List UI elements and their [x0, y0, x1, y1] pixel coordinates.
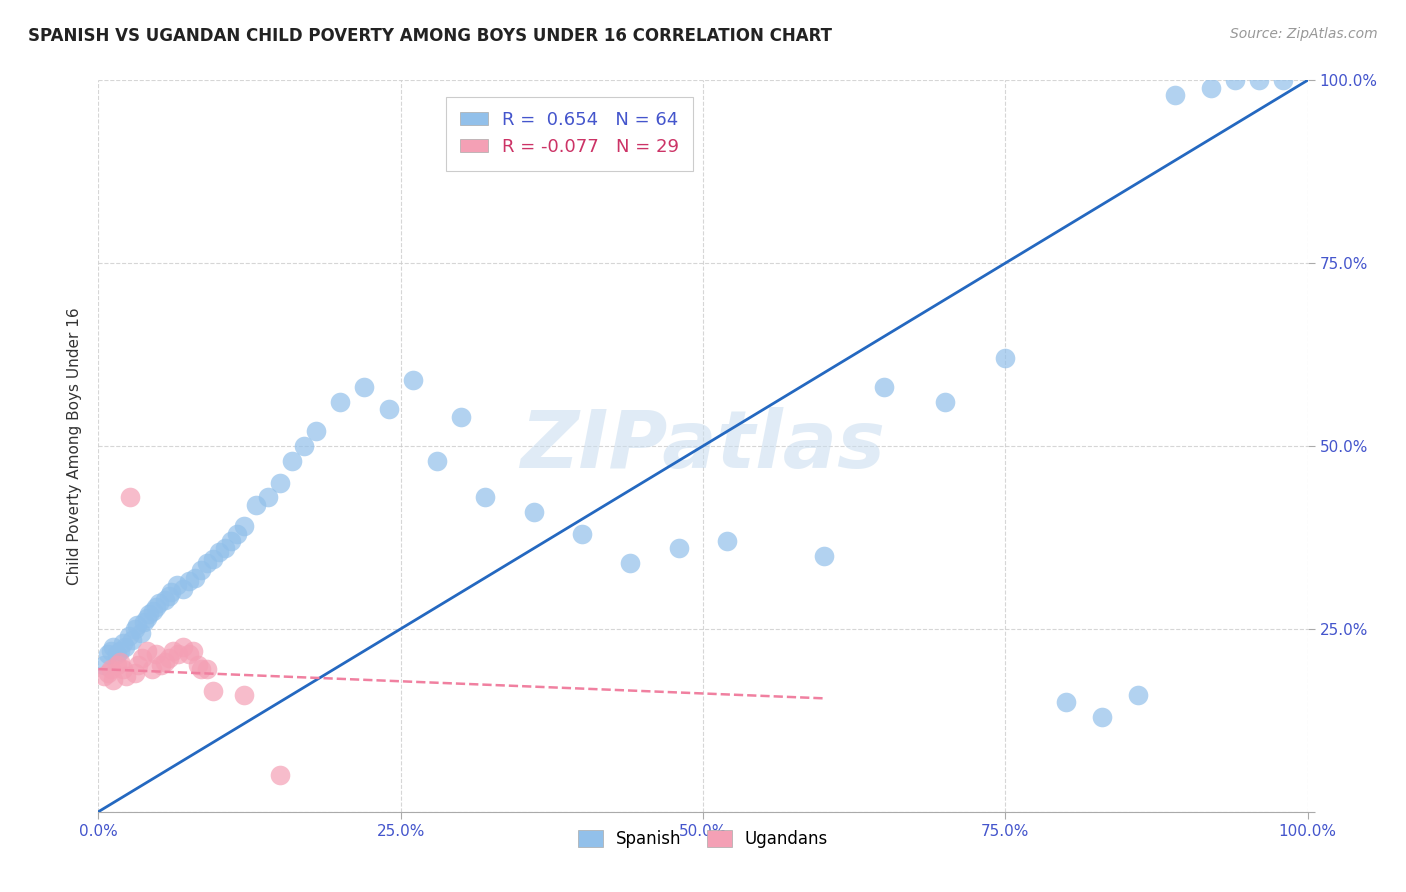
Point: [111, 636, 134, 650]
Point: [108, 644, 131, 658]
Point: [190, 563, 212, 577]
Point: [813, 549, 835, 563]
Point: [1163, 87, 1185, 102]
Y-axis label: Child Poverty Among Boys Under 16: Child Poverty Among Boys Under 16: [67, 307, 83, 585]
Point: [353, 380, 375, 394]
Point: [208, 545, 231, 559]
Point: [1128, 688, 1150, 702]
Point: [214, 541, 236, 556]
Point: [127, 658, 149, 673]
Point: [153, 592, 176, 607]
Point: [100, 662, 122, 676]
Point: [101, 640, 124, 655]
Point: [994, 351, 1017, 366]
Point: [256, 490, 278, 504]
Legend: Spanish, Ugandans: Spanish, Ugandans: [571, 823, 835, 855]
Point: [141, 662, 163, 676]
Point: [160, 585, 183, 599]
Point: [716, 534, 738, 549]
Text: SPANISH VS UGANDAN CHILD POVERTY AMONG BOYS UNDER 16 CORRELATION CHART: SPANISH VS UGANDAN CHILD POVERTY AMONG B…: [28, 27, 832, 45]
Point: [131, 651, 153, 665]
Point: [108, 655, 131, 669]
Point: [129, 625, 152, 640]
Point: [114, 640, 136, 655]
Point: [166, 578, 188, 592]
Point: [305, 425, 328, 439]
Point: [100, 644, 122, 658]
Point: [105, 658, 128, 673]
Point: [195, 662, 218, 676]
Text: Source: ZipAtlas.com: Source: ZipAtlas.com: [1230, 27, 1378, 41]
Point: [167, 648, 190, 662]
Point: [329, 395, 352, 409]
Point: [101, 673, 124, 687]
Point: [138, 607, 160, 622]
Point: [221, 534, 243, 549]
Point: [142, 603, 165, 617]
Point: [232, 519, 254, 533]
Point: [226, 526, 249, 541]
Point: [474, 490, 496, 504]
Point: [153, 655, 176, 669]
Point: [181, 644, 204, 658]
Point: [450, 409, 472, 424]
Point: [1199, 80, 1222, 95]
Point: [402, 373, 425, 387]
Point: [179, 648, 201, 662]
Point: [269, 768, 291, 782]
Point: [172, 582, 194, 596]
Point: [118, 490, 141, 504]
Point: [269, 475, 291, 490]
Point: [281, 453, 304, 467]
Point: [162, 644, 184, 658]
Point: [668, 541, 690, 556]
Point: [97, 648, 120, 662]
Point: [426, 453, 449, 467]
Point: [111, 662, 134, 676]
Point: [245, 498, 267, 512]
Point: [124, 622, 146, 636]
Point: [377, 402, 399, 417]
Point: [157, 651, 180, 665]
Point: [115, 669, 138, 683]
Point: [1272, 73, 1295, 87]
Point: [873, 380, 896, 394]
Point: [134, 615, 156, 629]
Point: [179, 574, 201, 589]
Point: [127, 618, 149, 632]
Point: [1223, 73, 1246, 87]
Point: [232, 688, 254, 702]
Point: [1054, 695, 1077, 709]
Point: [118, 629, 141, 643]
Point: [1249, 73, 1271, 87]
Point: [1091, 709, 1114, 723]
Point: [121, 632, 143, 647]
Point: [202, 552, 225, 566]
Point: [184, 571, 207, 585]
Point: [135, 644, 157, 658]
Point: [124, 665, 146, 680]
Point: [523, 505, 546, 519]
Text: ZIPatlas: ZIPatlas: [520, 407, 886, 485]
Point: [934, 395, 956, 409]
Point: [135, 611, 157, 625]
Point: [145, 648, 167, 662]
Point: [93, 669, 115, 683]
Point: [157, 589, 180, 603]
Point: [145, 599, 167, 614]
Point: [97, 665, 120, 680]
Point: [148, 596, 170, 610]
Point: [202, 684, 225, 698]
Point: [105, 648, 128, 662]
Point: [571, 526, 593, 541]
Point: [195, 556, 218, 570]
Point: [187, 658, 209, 673]
Point: [93, 658, 115, 673]
Point: [172, 640, 194, 655]
Point: [619, 556, 641, 570]
Point: [150, 658, 173, 673]
Point: [190, 662, 212, 676]
Point: [292, 439, 315, 453]
